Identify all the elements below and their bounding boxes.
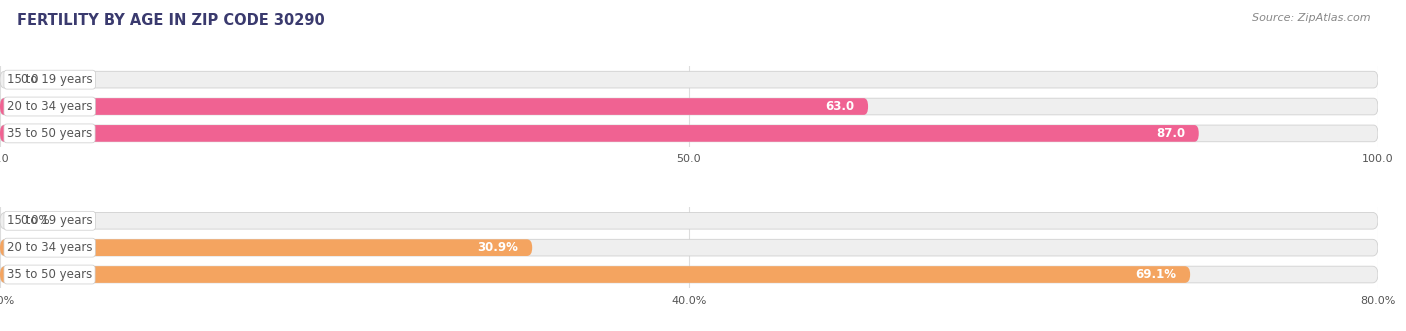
Text: 15 to 19 years: 15 to 19 years [7, 214, 93, 227]
Text: 0.0%: 0.0% [21, 214, 51, 227]
FancyBboxPatch shape [0, 266, 1189, 283]
Text: 30.9%: 30.9% [478, 241, 519, 254]
FancyBboxPatch shape [0, 125, 1199, 142]
Text: 15 to 19 years: 15 to 19 years [7, 73, 93, 86]
FancyBboxPatch shape [0, 71, 1378, 88]
Text: 20 to 34 years: 20 to 34 years [7, 100, 93, 113]
Text: 69.1%: 69.1% [1136, 268, 1177, 281]
Text: 63.0: 63.0 [825, 100, 855, 113]
Text: 87.0: 87.0 [1156, 127, 1185, 140]
Text: Source: ZipAtlas.com: Source: ZipAtlas.com [1253, 13, 1371, 23]
FancyBboxPatch shape [0, 213, 1378, 229]
Text: 35 to 50 years: 35 to 50 years [7, 268, 93, 281]
Text: 0.0: 0.0 [21, 73, 39, 86]
FancyBboxPatch shape [0, 239, 533, 256]
Text: 35 to 50 years: 35 to 50 years [7, 127, 93, 140]
Text: 20 to 34 years: 20 to 34 years [7, 241, 93, 254]
FancyBboxPatch shape [0, 125, 1378, 142]
FancyBboxPatch shape [0, 98, 868, 115]
FancyBboxPatch shape [0, 266, 1378, 283]
Text: FERTILITY BY AGE IN ZIP CODE 30290: FERTILITY BY AGE IN ZIP CODE 30290 [17, 13, 325, 28]
FancyBboxPatch shape [0, 239, 1378, 256]
FancyBboxPatch shape [0, 98, 1378, 115]
